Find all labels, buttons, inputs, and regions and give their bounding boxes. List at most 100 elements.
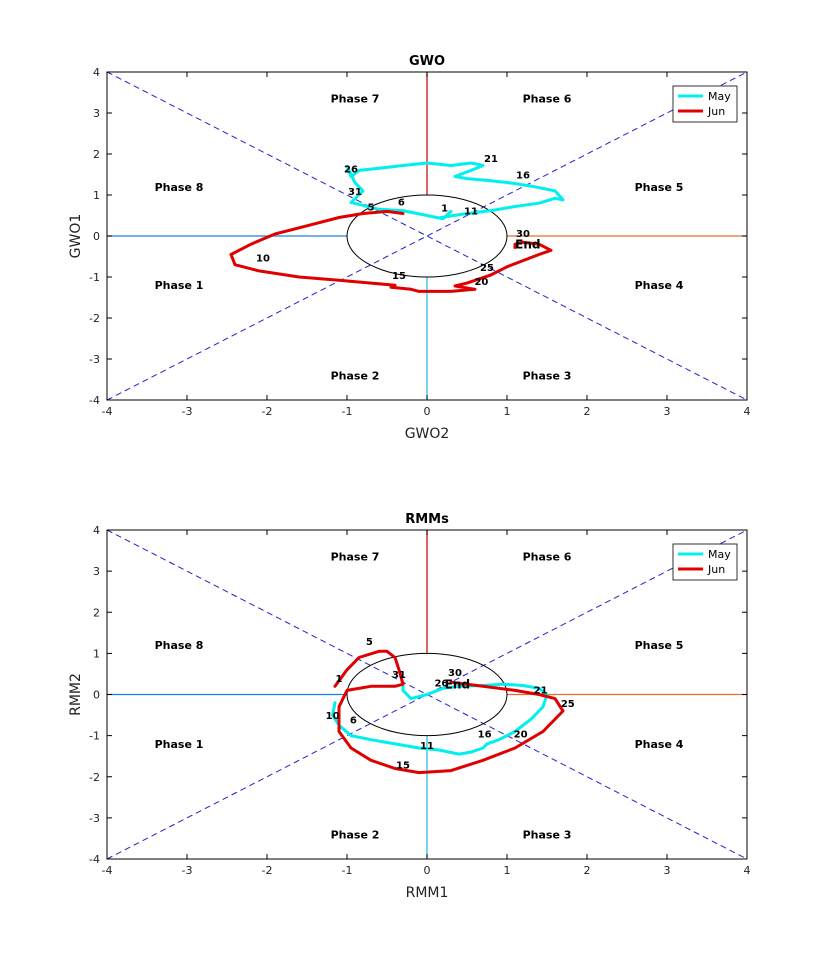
day-label: 11 bbox=[464, 207, 478, 218]
phase-label: Phase 4 bbox=[635, 279, 684, 292]
day-label: 21 bbox=[484, 154, 498, 165]
day-label: 31 bbox=[392, 670, 406, 681]
y-tick-label: -3 bbox=[89, 812, 100, 825]
x-tick-label: 3 bbox=[664, 405, 671, 418]
y-axis-label: RMM2 bbox=[68, 673, 84, 716]
y-tick-label: -1 bbox=[89, 271, 100, 284]
legend-label-may: May bbox=[708, 90, 731, 103]
legend-box bbox=[672, 543, 738, 581]
y-tick-label: -4 bbox=[89, 853, 100, 866]
y-tick-label: 0 bbox=[93, 230, 100, 243]
phase-label: Phase 6 bbox=[523, 93, 572, 106]
series-line-may bbox=[345, 161, 565, 221]
x-tick-label: -2 bbox=[262, 405, 273, 418]
legend: May Jun bbox=[672, 543, 738, 581]
series-line-jun bbox=[333, 649, 565, 775]
phase-label: Phase 1 bbox=[155, 279, 204, 292]
legend-label-jun: Jun bbox=[707, 105, 725, 118]
day-label: 5 bbox=[368, 203, 375, 214]
x-tick-label: 1 bbox=[504, 864, 511, 877]
day-label: 20 bbox=[514, 730, 528, 741]
day-label: 1 bbox=[441, 203, 448, 214]
y-tick-label: 1 bbox=[93, 647, 100, 660]
day-label: 15 bbox=[396, 761, 410, 772]
day-label: 30 bbox=[516, 229, 530, 240]
x-axis-label: RMM1 bbox=[406, 885, 449, 901]
y-tick-label: 4 bbox=[93, 66, 100, 79]
series-line-may bbox=[331, 682, 549, 756]
legend: May Jun bbox=[672, 85, 738, 123]
phase-label: Phase 7 bbox=[331, 93, 380, 106]
phase-label: Phase 8 bbox=[155, 639, 204, 652]
day-label: 6 bbox=[398, 197, 405, 208]
phase-label: Phase 4 bbox=[635, 738, 684, 751]
y-tick-label: 3 bbox=[93, 107, 100, 120]
x-tick-label: -2 bbox=[262, 864, 273, 877]
legend-label-jun: Jun bbox=[707, 563, 725, 576]
y-tick-label: -2 bbox=[89, 771, 100, 784]
day-label: 25 bbox=[480, 263, 494, 274]
day-label: 26 bbox=[344, 164, 358, 175]
y-tick-label: 2 bbox=[93, 606, 100, 619]
day-label: 20 bbox=[474, 277, 488, 288]
y-tick-label: 2 bbox=[93, 148, 100, 161]
day-label: 1 bbox=[336, 674, 343, 685]
x-tick-label: -3 bbox=[182, 864, 193, 877]
end-label: End bbox=[515, 237, 540, 251]
y-tick-label: -3 bbox=[89, 353, 100, 366]
day-label: 10 bbox=[326, 711, 340, 722]
phase-label: Phase 3 bbox=[523, 369, 572, 382]
day-label: 25 bbox=[561, 699, 575, 710]
day-label: 21 bbox=[534, 686, 548, 697]
x-tick-label: -1 bbox=[342, 864, 353, 877]
day-label: 10 bbox=[256, 253, 270, 264]
day-label: 30 bbox=[448, 668, 462, 679]
x-tick-label: 2 bbox=[584, 864, 591, 877]
y-tick-label: -4 bbox=[89, 394, 100, 407]
day-label: 16 bbox=[516, 171, 530, 182]
phase-label: Phase 6 bbox=[523, 551, 572, 564]
day-label: 15 bbox=[392, 271, 406, 282]
y-tick-label: 3 bbox=[93, 565, 100, 578]
phase-label: Phase 7 bbox=[331, 551, 380, 564]
phase-label: Phase 8 bbox=[155, 181, 204, 194]
y-tick-label: -1 bbox=[89, 730, 100, 743]
x-tick-label: 0 bbox=[424, 864, 431, 877]
x-axis-label: GWO2 bbox=[405, 426, 450, 442]
day-label: 5 bbox=[366, 637, 373, 648]
unit-circle bbox=[346, 652, 508, 737]
day-label: 31 bbox=[348, 187, 362, 198]
day-label: 6 bbox=[350, 715, 357, 726]
chart-gwo: -4 -3 -2 -1 0 1 2 3 443210-1-2-3-4GWOGWO2GWO1Pha… bbox=[68, 54, 751, 442]
phase-label: Phase 3 bbox=[523, 828, 572, 841]
day-label: 26 bbox=[434, 678, 448, 689]
x-tick-label: 2 bbox=[584, 405, 591, 418]
phase-label: Phase 2 bbox=[331, 369, 380, 382]
x-tick-label: -3 bbox=[182, 405, 193, 418]
chart-title: GWO bbox=[409, 54, 445, 69]
y-tick-label: 4 bbox=[93, 524, 100, 537]
x-tick-label: -1 bbox=[342, 405, 353, 418]
x-tick-label: -4 bbox=[102, 864, 113, 877]
x-tick-label: 4 bbox=[744, 405, 751, 418]
end-label: End bbox=[445, 677, 470, 691]
legend-label-may: May bbox=[708, 548, 731, 561]
x-tick-label: -4 bbox=[102, 405, 113, 418]
legend-box bbox=[672, 85, 738, 123]
x-tick-label: 1 bbox=[504, 405, 511, 418]
y-tick-label: 1 bbox=[93, 189, 100, 202]
y-tick-label: 0 bbox=[93, 689, 100, 702]
chart-rmms: -4 -3 -2 -1 0 1 2 3 443210-1-2-3-4RMMsRMM1RMM2Ph… bbox=[68, 512, 751, 901]
phase-label: Phase 2 bbox=[331, 828, 380, 841]
x-tick-label: 4 bbox=[744, 864, 751, 877]
chart-title: RMMs bbox=[405, 512, 449, 527]
phase-label: Phase 1 bbox=[155, 738, 204, 751]
x-tick-label: 3 bbox=[664, 864, 671, 877]
y-tick-label: -2 bbox=[89, 312, 100, 325]
series-line-jun bbox=[229, 209, 553, 293]
day-label: 11 bbox=[420, 741, 434, 752]
y-axis-label: GWO1 bbox=[68, 214, 84, 259]
x-tick-label: 0 bbox=[424, 405, 431, 418]
day-label: 16 bbox=[478, 730, 492, 741]
